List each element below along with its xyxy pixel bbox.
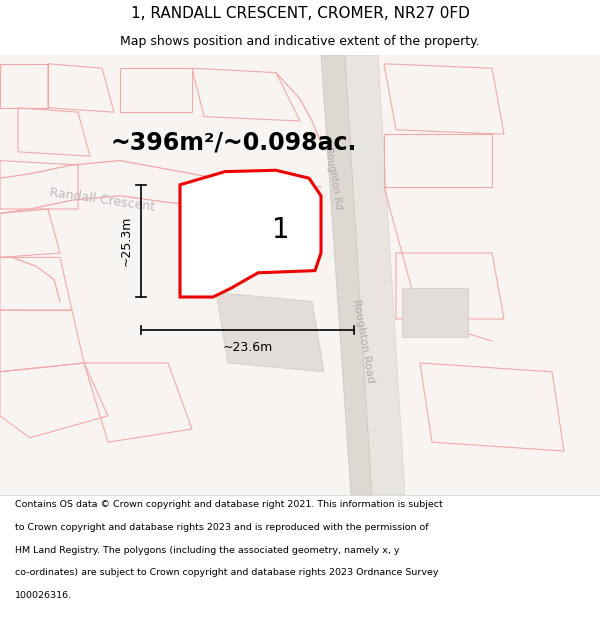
Polygon shape (216, 292, 324, 372)
Polygon shape (186, 182, 276, 231)
Text: 1, RANDALL CRESCENT, CROMER, NR27 0FD: 1, RANDALL CRESCENT, CROMER, NR27 0FD (131, 6, 469, 21)
Text: 1: 1 (272, 216, 290, 244)
Text: ~396m²/~0.098ac.: ~396m²/~0.098ac. (111, 131, 357, 155)
Text: ~23.6m: ~23.6m (223, 341, 272, 354)
Text: Map shows position and indicative extent of the property.: Map shows position and indicative extent… (120, 35, 480, 48)
Text: to Crown copyright and database rights 2023 and is reproduced with the permissio: to Crown copyright and database rights 2… (15, 523, 428, 532)
Text: ~25.3m: ~25.3m (119, 216, 133, 266)
Polygon shape (180, 170, 321, 297)
Polygon shape (402, 288, 468, 337)
Polygon shape (321, 55, 372, 495)
Text: Roughton Rd: Roughton Rd (323, 146, 343, 210)
Text: HM Land Registry. The polygons (including the associated geometry, namely x, y: HM Land Registry. The polygons (includin… (15, 546, 400, 555)
Polygon shape (186, 236, 252, 272)
Text: Randall Crescent: Randall Crescent (49, 186, 155, 214)
Text: co-ordinates) are subject to Crown copyright and database rights 2023 Ordnance S: co-ordinates) are subject to Crown copyr… (15, 569, 439, 578)
Text: 100026316.: 100026316. (15, 591, 72, 600)
Text: Contains OS data © Crown copyright and database right 2021. This information is : Contains OS data © Crown copyright and d… (15, 500, 443, 509)
Text: Roughton Road: Roughton Road (350, 298, 376, 384)
Polygon shape (345, 55, 405, 495)
